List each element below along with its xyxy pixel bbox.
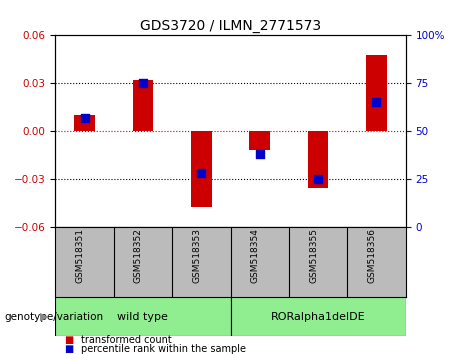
- Text: ■: ■: [65, 335, 74, 345]
- Bar: [308, 131, 328, 188]
- Point: [139, 80, 147, 86]
- Point: [314, 176, 322, 182]
- Bar: [55, 297, 230, 336]
- Title: GDS3720 / ILMN_2771573: GDS3720 / ILMN_2771573: [140, 19, 321, 33]
- Text: transformed count: transformed count: [81, 335, 171, 345]
- Text: percentile rank within the sample: percentile rank within the sample: [81, 344, 246, 354]
- Point: [373, 99, 380, 105]
- Text: ▶: ▶: [40, 312, 48, 322]
- Text: GSM518351: GSM518351: [76, 228, 84, 283]
- Bar: [366, 55, 387, 131]
- Text: RORalpha1delDE: RORalpha1delDE: [271, 312, 366, 322]
- Text: GSM518353: GSM518353: [192, 228, 201, 283]
- Bar: [230, 297, 406, 336]
- Text: wild type: wild type: [118, 312, 168, 322]
- Text: GSM518354: GSM518354: [251, 228, 260, 283]
- Point: [198, 170, 205, 176]
- Point: [81, 115, 88, 120]
- Text: GSM518352: GSM518352: [134, 228, 143, 283]
- Text: genotype/variation: genotype/variation: [5, 312, 104, 322]
- Text: ■: ■: [65, 344, 74, 354]
- Bar: [133, 80, 153, 131]
- Text: GSM518355: GSM518355: [309, 228, 318, 283]
- Bar: [191, 131, 212, 207]
- Bar: [249, 131, 270, 150]
- Bar: [74, 115, 95, 131]
- Text: GSM518356: GSM518356: [367, 228, 377, 283]
- Point: [256, 151, 263, 157]
